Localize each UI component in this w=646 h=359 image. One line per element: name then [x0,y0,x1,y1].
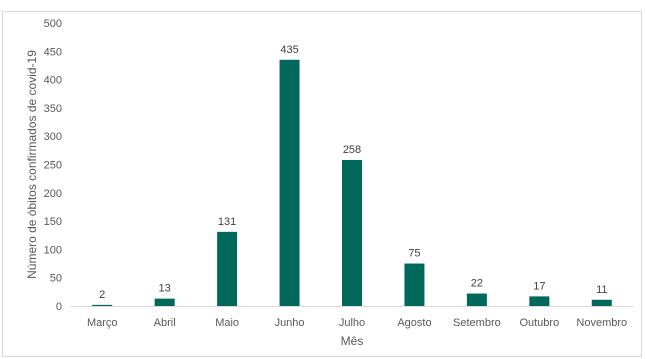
x-tick-label: Março [87,317,118,329]
bar-7 [529,296,550,306]
y-tick-label: 0 [56,301,62,313]
chart-frame [2,11,642,357]
x-tick-label: Julho [339,317,365,329]
bar-0 [92,304,113,306]
y-axis-ticks: 0 50 100 150 200 250 300 350 400 450 500 [44,18,62,313]
y-tick-label: 400 [44,75,62,87]
x-tick-label: Novembro [576,317,627,329]
y-tick-label: 50 [50,273,62,285]
data-label-4: 258 [343,144,361,156]
bar-6 [466,293,487,306]
bar-8 [591,299,612,306]
data-label-0: 2 [99,289,105,301]
x-tick-label: Agosto [397,317,431,329]
x-tick-label: Outubro [519,317,559,329]
y-tick-label: 250 [44,160,62,172]
data-label-7: 17 [533,280,545,292]
bar-2 [217,231,238,306]
bar-3 [279,59,300,306]
y-tick-label: 200 [44,188,62,200]
y-axis-title: Número de óbitos confirmados de covid-19 [25,50,39,279]
y-tick-label: 100 [44,244,62,256]
data-label-6: 22 [471,278,483,290]
x-tick-label: Setembro [453,317,501,329]
data-label-5: 75 [408,248,420,260]
bar-1 [154,298,175,306]
data-label-3: 435 [280,44,298,56]
bar-5 [404,263,425,306]
x-axis-title: Mês [341,334,364,348]
data-label-1: 13 [159,283,171,295]
x-tick-label: Junho [275,317,305,329]
data-label-8: 11 [596,284,607,296]
y-tick-label: 150 [44,216,62,228]
data-label-2: 131 [218,216,236,228]
x-axis-ticks: Março Abril Maio Junho Julho Agosto Setembro Ou… [87,317,627,329]
data-labels: 2 13 131 435 258 75 22 17 11 [99,44,607,301]
x-tick-label: Maio [215,317,239,329]
y-tick-label: 300 [44,131,62,143]
bar-4 [342,159,362,306]
y-tick-label: 500 [44,18,62,30]
x-tick-label: Abril [154,317,176,329]
y-tick-label: 350 [44,103,62,115]
bars [92,59,612,306]
y-tick-label: 450 [44,46,62,58]
